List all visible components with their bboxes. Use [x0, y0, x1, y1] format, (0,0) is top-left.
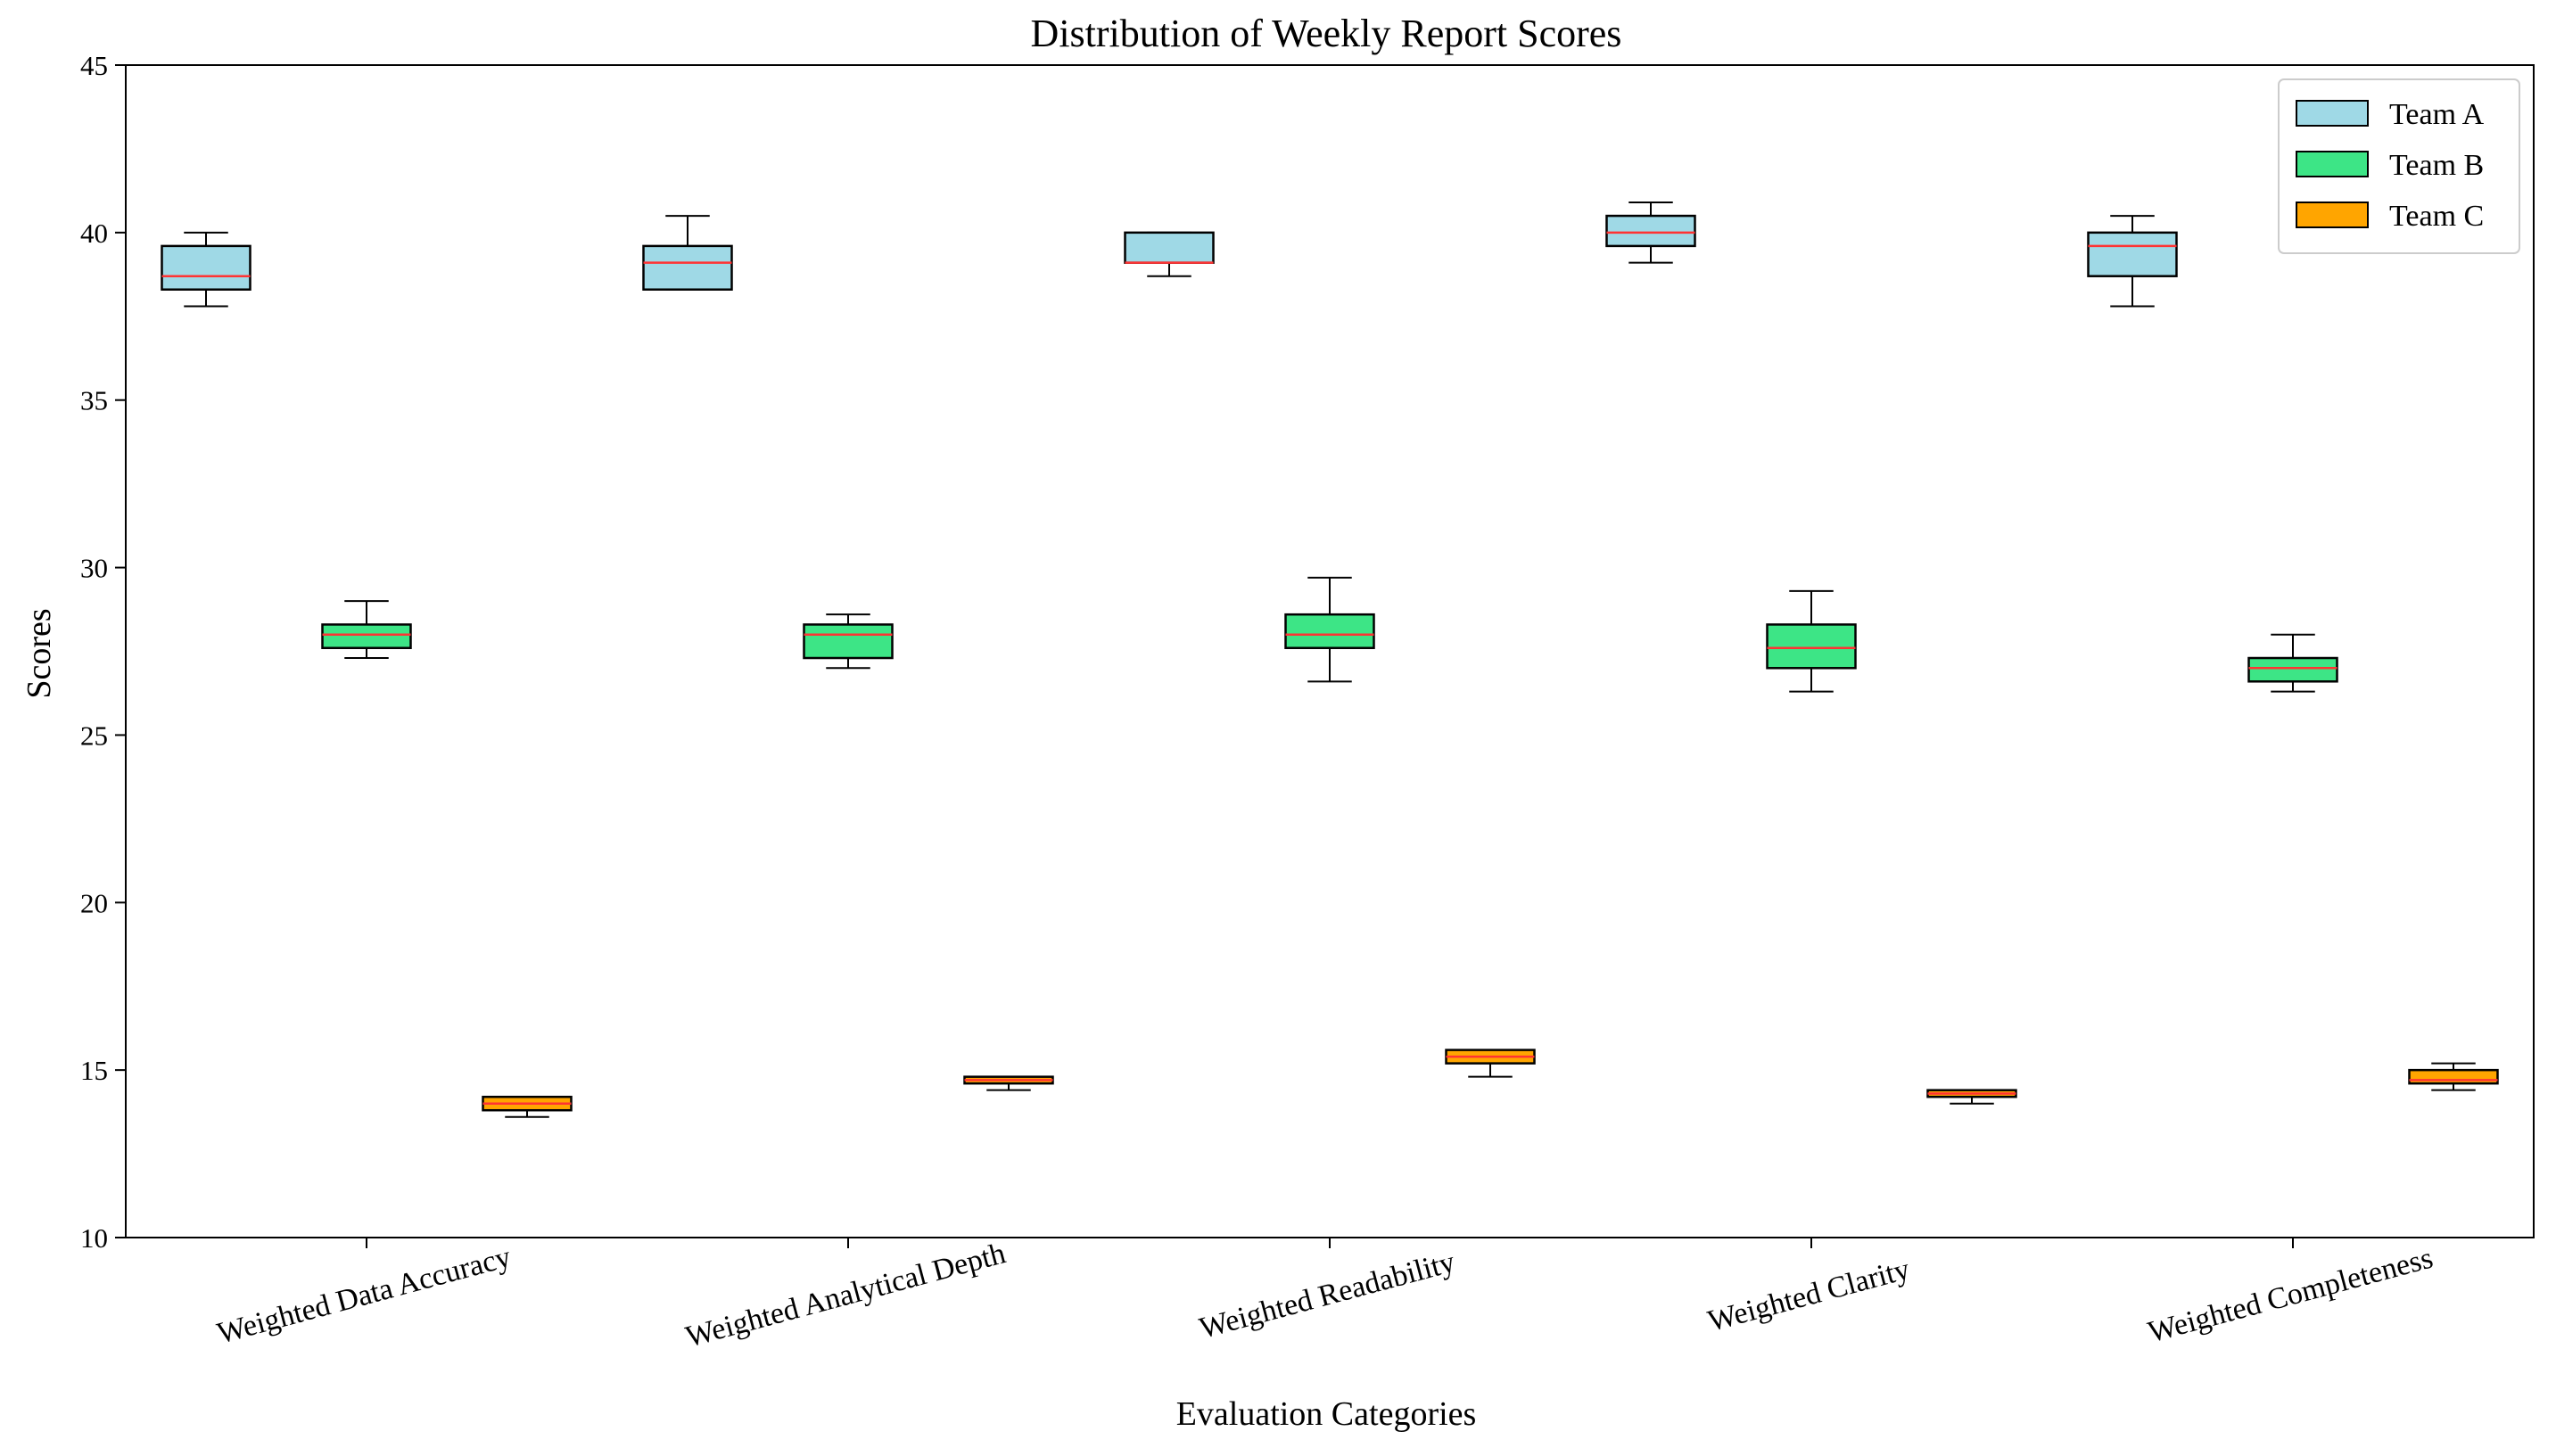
box-team-c-2: [963, 1075, 1054, 1091]
y-tick-label: 40: [80, 218, 108, 249]
box-team-b-4: [1766, 589, 1857, 693]
box-body: [1284, 613, 1375, 649]
box-team-c-4: [1926, 1089, 2017, 1105]
box-body: [321, 623, 412, 649]
box-body: [642, 244, 733, 291]
box-body: [2247, 656, 2338, 683]
y-tick-label: 25: [80, 720, 108, 751]
box-body: [2408, 1068, 2499, 1085]
legend-swatch: [2296, 100, 2369, 127]
y-tick-label: 30: [80, 553, 108, 584]
box-team-a-5: [2087, 215, 2178, 308]
x-tick-label: Weighted Analytical Depth: [682, 1237, 1009, 1353]
legend-label: Team A: [2389, 98, 2485, 131]
x-tick-label: Weighted Completeness: [2145, 1241, 2436, 1349]
box-team-a-3: [1124, 231, 1215, 277]
plot-area: [161, 202, 2499, 1118]
box-team-b-2: [803, 613, 894, 670]
box-body: [1605, 214, 1696, 248]
y-tick-label: 35: [80, 385, 108, 416]
legend[interactable]: Team A Team B Team C: [2278, 78, 2520, 254]
series-team-b: [321, 576, 2338, 693]
box-team-c-3: [1445, 1049, 1536, 1078]
legend-label: Team C: [2389, 200, 2484, 233]
box-team-a-2: [642, 215, 733, 291]
box-team-c-5: [2408, 1062, 2499, 1091]
box-body: [1124, 231, 1215, 264]
chart-title: Distribution of Weekly Report Scores: [1031, 12, 1622, 55]
x-tick-label: Weighted Data Accuracy: [214, 1240, 515, 1350]
y-tick-label: 45: [80, 50, 108, 81]
axes: 10 15 20 25 30 35 40 45 Weighted Data Accuracy We…: [80, 50, 2436, 1354]
box-body: [161, 244, 251, 291]
y-tick-label: 15: [80, 1055, 108, 1086]
x-tick-label: Weighted Readability: [1196, 1246, 1458, 1345]
series-team-a: [161, 202, 2178, 308]
legend-swatch: [2296, 202, 2369, 228]
legend-item-team-b[interactable]: Team B: [2296, 149, 2484, 182]
box-team-b-1: [321, 600, 412, 660]
legend-swatch: [2296, 151, 2369, 177]
x-tick-label: Weighted Clarity: [1704, 1253, 1913, 1338]
box-body: [2087, 231, 2178, 277]
x-axis-title: Evaluation Categories: [1176, 1395, 1477, 1433]
legend-item-team-c[interactable]: Team C: [2296, 200, 2484, 233]
legend-item-team-a[interactable]: Team A: [2296, 98, 2485, 131]
box-team-a-4: [1605, 202, 1696, 264]
series-team-c: [482, 1049, 2499, 1118]
y-axis-title: Scores: [21, 608, 58, 698]
y-tick-label: 10: [80, 1222, 108, 1254]
box-team-b-3: [1284, 576, 1375, 683]
box-body: [1766, 623, 1857, 670]
legend-label: Team B: [2389, 149, 2484, 182]
box-team-b-5: [2247, 633, 2338, 693]
box-team-c-1: [482, 1095, 573, 1118]
box-body: [803, 623, 894, 660]
box-team-a-1: [161, 231, 251, 308]
y-tick-label: 20: [80, 887, 108, 918]
